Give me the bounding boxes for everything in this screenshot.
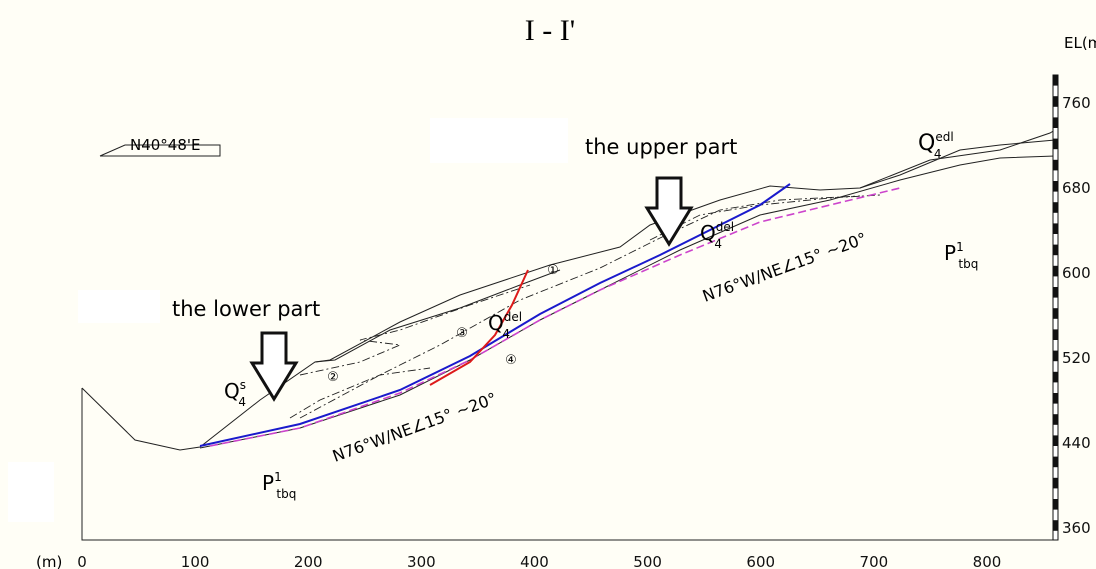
- slip-surface: [199, 183, 791, 447]
- stratum-label: Qdel 4: [488, 310, 522, 341]
- layer-3: [299, 284, 531, 376]
- y-tick-label: 760: [1062, 94, 1091, 112]
- mask: [430, 118, 568, 163]
- scale-segment: [1053, 138, 1058, 150]
- stratum-sub: tbq: [958, 257, 978, 271]
- stratum-symbol: Q: [918, 131, 935, 156]
- title: I - I': [525, 14, 575, 47]
- tick-labels: 0 100 200 300 400 500 600 700 800 360 440 520 600 680…: [77, 94, 1090, 569]
- mask: [78, 290, 160, 323]
- scarp: [314, 269, 561, 363]
- scale-segment: [1053, 393, 1058, 404]
- scale-segment: [1053, 435, 1058, 446]
- y-unit: EL(m): [1064, 34, 1096, 52]
- y-tick-label: 520: [1062, 349, 1091, 367]
- scale-segment: [1053, 159, 1058, 171]
- stratum-symbol: Q: [488, 311, 504, 335]
- stratum-sub: tbq: [276, 487, 296, 501]
- zone-label: ④: [505, 353, 517, 368]
- x-tick-label: 800: [973, 553, 1002, 569]
- rear-boundary: [429, 269, 529, 386]
- scale-segment: [1053, 117, 1058, 128]
- scale-segment: [1053, 75, 1058, 86]
- scale-segment: [1053, 350, 1058, 362]
- scale-segment: [1053, 223, 1058, 234]
- scale-segment: [1053, 371, 1058, 383]
- x-tick-label: 0: [77, 553, 87, 569]
- y-tick-label: 680: [1062, 179, 1091, 197]
- stratum-label: Qs 4: [224, 378, 246, 409]
- arrow: [644, 176, 694, 247]
- scale-segment: [1053, 499, 1058, 510]
- x-tick-label: 600: [746, 553, 775, 569]
- zone-label: ③: [456, 326, 468, 341]
- direction: N40°48'E: [130, 136, 201, 154]
- stratum-symbol: P: [262, 471, 274, 495]
- y-tick-label: 440: [1062, 434, 1091, 452]
- x-tick-label: 300: [407, 553, 436, 569]
- scale-segment: [1053, 287, 1058, 298]
- stratum-symbol: P: [944, 241, 956, 265]
- callout: the upper part: [585, 135, 737, 159]
- stratum-symbol: Q: [700, 221, 716, 245]
- stratum-label: P1 tbq: [262, 470, 296, 501]
- stratum-sup: del: [716, 220, 734, 234]
- zone-label: ①: [547, 263, 559, 278]
- stratum-symbol: Q: [224, 379, 240, 403]
- stratum-sup: s: [240, 378, 246, 392]
- scale-segment: [1053, 202, 1058, 213]
- stratum-sub: 4: [714, 237, 722, 251]
- slip-surface-alt: [209, 187, 901, 447]
- scale-segment: [1053, 456, 1058, 468]
- stratum-sub: 4: [502, 327, 510, 341]
- x-tick-label: 400: [520, 553, 549, 569]
- direction-mark: [99, 144, 221, 157]
- x-tick-label: 100: [181, 553, 210, 569]
- scale-segment: [1053, 308, 1058, 319]
- zone-label: ②: [327, 370, 339, 385]
- scale-segment: [1053, 477, 1058, 489]
- stratum-sup: del: [504, 310, 522, 324]
- y-tick-label: 360: [1062, 519, 1091, 537]
- ground-surface: [81, 129, 1056, 451]
- layer-1: [299, 195, 861, 419]
- stratum-sub: 4: [934, 147, 942, 161]
- scale-segment: [1053, 329, 1058, 340]
- mask: [8, 462, 54, 522]
- stratum-label: Qedl 4: [918, 130, 954, 161]
- x-tick-label: 700: [860, 553, 889, 569]
- scale-segment: [1053, 414, 1058, 425]
- zone-labels: ① ② ③ ④: [327, 263, 559, 385]
- scale-segment: [1053, 181, 1058, 192]
- x-tick-label: 500: [633, 553, 662, 569]
- stratum-sup: edl: [935, 130, 953, 144]
- bedrock-line: [199, 155, 1056, 449]
- scale-segment: [1053, 265, 1058, 277]
- surface-deposit: [859, 139, 1056, 189]
- stratum-sup: 1: [274, 470, 282, 484]
- x-unit: (m): [36, 553, 62, 569]
- scale-segment: [1053, 96, 1058, 107]
- x-tick-label: 200: [294, 553, 323, 569]
- scale-segment: [1053, 244, 1058, 256]
- layer-2: [289, 367, 431, 419]
- stratum-label: P1 tbq: [944, 240, 978, 271]
- y-tick-label: 600: [1062, 264, 1091, 282]
- stratum-sup: 1: [956, 240, 964, 254]
- frame: [81, 388, 1055, 541]
- stratum-sub: 4: [238, 395, 246, 409]
- callout: the lower part: [172, 297, 320, 321]
- scale-segment: [1053, 520, 1058, 531]
- scale-bar: [1052, 74, 1059, 541]
- stratum-label: Qdel 4: [700, 220, 734, 251]
- arrow: [249, 331, 299, 402]
